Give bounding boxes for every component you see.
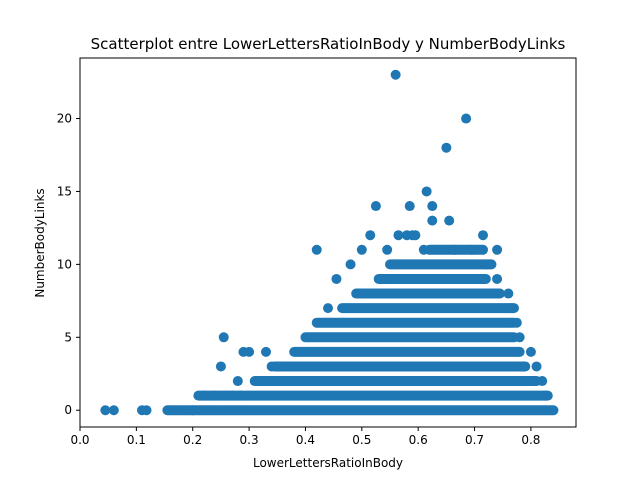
data-point — [449, 244, 460, 255]
data-point — [187, 405, 198, 416]
x-tick-label: 0.0 — [70, 433, 89, 447]
data-point — [235, 390, 246, 401]
y-tick-label: 15 — [57, 184, 72, 198]
data-point — [410, 230, 421, 241]
y-tick-label: 20 — [57, 112, 72, 126]
data-point — [390, 69, 401, 80]
data-point — [199, 390, 209, 401]
data-point — [540, 390, 550, 401]
data-point — [478, 230, 488, 241]
data-point — [382, 244, 393, 255]
data-point — [511, 317, 522, 328]
data-point — [311, 244, 322, 255]
x-axis-ticks: 0.0 0.1 0.2 0.3 0.4 0.5 0.6 0.7 0.8 — [70, 427, 540, 447]
data-point — [227, 390, 238, 401]
x-tick-label: 0.8 — [521, 433, 540, 447]
x-tick-label: 0.2 — [183, 433, 202, 447]
data-point — [444, 215, 455, 226]
data-point — [210, 390, 221, 401]
data-point — [323, 303, 333, 314]
data-points — [100, 69, 559, 416]
data-point — [393, 230, 404, 241]
data-point — [492, 244, 503, 255]
data-point — [525, 346, 536, 357]
data-point — [421, 186, 432, 197]
data-point — [506, 303, 517, 314]
data-point — [266, 361, 277, 372]
x-axis-label: LowerLettersRatioInBody — [253, 456, 403, 470]
data-point — [503, 288, 514, 299]
data-point — [100, 405, 111, 416]
y-tick-label: 10 — [57, 257, 72, 271]
chart-title: Scatterplot entre LowerLettersRatioInBod… — [91, 35, 566, 53]
x-tick-label: 0.1 — [127, 433, 146, 447]
data-point — [492, 273, 503, 284]
y-axis-ticks: 0 5 10 15 20 — [57, 112, 80, 417]
data-point — [427, 215, 438, 226]
data-point — [531, 361, 542, 372]
data-point — [356, 244, 367, 255]
data-point — [215, 361, 226, 372]
data-point — [108, 405, 119, 416]
x-tick-label: 0.5 — [352, 433, 371, 447]
data-point — [537, 376, 548, 387]
x-tick-label: 0.7 — [465, 433, 484, 447]
data-point — [404, 201, 415, 212]
data-point — [441, 142, 452, 153]
y-tick-label: 5 — [64, 330, 72, 344]
data-point — [370, 201, 381, 212]
data-point — [261, 346, 271, 357]
data-point — [244, 346, 255, 357]
x-tick-label: 0.3 — [240, 433, 259, 447]
data-point — [427, 201, 438, 212]
data-point — [218, 332, 229, 343]
data-point — [331, 273, 342, 284]
data-point — [461, 113, 472, 124]
plot-frame — [79, 57, 577, 428]
data-point — [345, 259, 356, 270]
data-point — [141, 405, 152, 416]
data-point — [418, 244, 429, 255]
data-point — [376, 273, 387, 284]
x-tick-label: 0.6 — [409, 433, 428, 447]
y-axis-label: NumberBodyLinks — [33, 188, 47, 297]
data-point — [514, 332, 525, 343]
data-point — [365, 230, 376, 241]
data-point — [480, 259, 491, 270]
y-tick-label: 0 — [64, 403, 72, 417]
data-point — [232, 376, 243, 387]
data-point — [466, 244, 477, 255]
x-tick-label: 0.4 — [296, 433, 315, 447]
